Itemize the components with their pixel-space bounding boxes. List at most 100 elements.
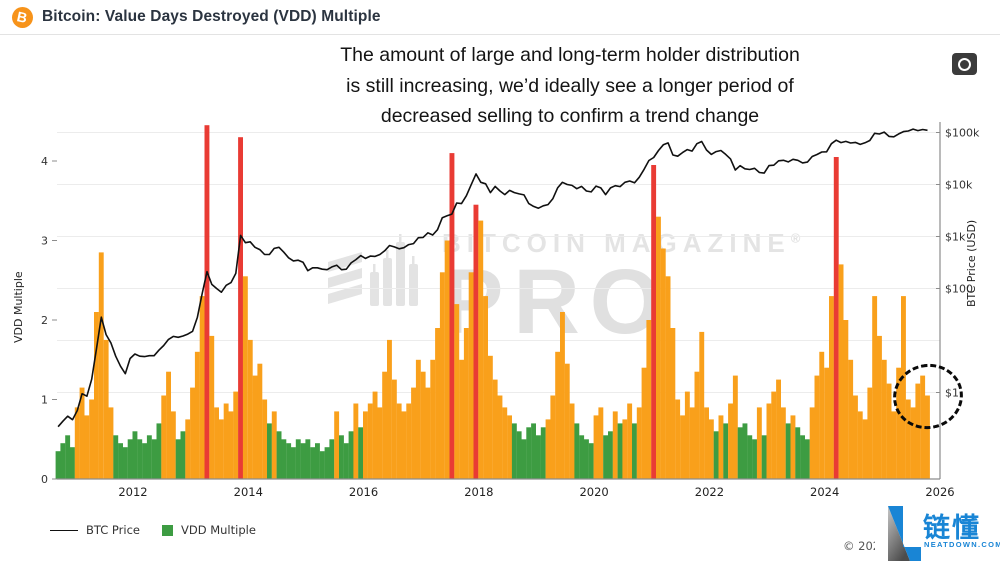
- vdd-bar: [454, 304, 460, 479]
- vdd-bar: [848, 359, 854, 480]
- vdd-bar: [756, 407, 762, 479]
- btc-price-line: [57, 128, 928, 428]
- vdd-bar: [516, 431, 522, 479]
- vdd-bar: [920, 375, 926, 479]
- vdd-bar: [262, 399, 268, 479]
- vdd-bar: [867, 387, 873, 479]
- vdd-bar: [113, 435, 119, 479]
- vdd-bar: [800, 435, 805, 479]
- price-tick-label: $1: [945, 387, 959, 400]
- price-tick-label: $100: [945, 283, 973, 296]
- vdd-bar: [430, 359, 436, 480]
- vdd-bar: [502, 407, 508, 479]
- annotation-line: is still increasing, we’d ideally see a …: [346, 74, 794, 97]
- vdd-bar: [291, 447, 296, 479]
- vdd-axis-ticks: 0 1 2 3 4: [41, 155, 57, 486]
- vdd-bar: [463, 328, 469, 479]
- vdd-bar: [641, 367, 647, 479]
- vdd-bar: [377, 407, 383, 479]
- vdd-bar: [483, 296, 488, 479]
- vdd-bar: [526, 427, 532, 479]
- vdd-bar: [531, 423, 536, 479]
- vdd-bar: [372, 391, 378, 479]
- vdd-bar: [242, 276, 248, 479]
- vdd-bar: [142, 443, 147, 479]
- vdd-bar: [137, 439, 143, 480]
- brand-logo: 链懂 NEATDOWN.COM: [875, 504, 1000, 563]
- year-tick-label: 2016: [349, 485, 378, 499]
- vdd-bar: [367, 403, 373, 479]
- vdd-bar: [118, 443, 123, 479]
- vdd-bar: [411, 387, 416, 479]
- vdd-bar: [742, 423, 748, 479]
- vdd-bar: [305, 439, 311, 480]
- vdd-bar: [492, 379, 498, 479]
- vdd-bar: [881, 359, 887, 480]
- vdd-bar: [699, 331, 705, 479]
- vdd-bar: [233, 391, 239, 479]
- vdd-bar: [348, 431, 354, 479]
- annotation-line: decreased selling to confirm a trend cha…: [380, 105, 760, 127]
- vdd-bar: [675, 399, 681, 479]
- vdd-bar: [579, 435, 585, 479]
- vdd-bar: [175, 439, 181, 480]
- vdd-bar: [415, 359, 421, 480]
- vdd-bar: [651, 165, 657, 479]
- vdd-bar: [257, 363, 263, 479]
- vdd-bar: [766, 403, 772, 479]
- camera-icon[interactable]: [952, 53, 977, 75]
- chart-annotation-text: The amount of large and long-term holder…: [170, 40, 970, 132]
- vdd-bar: [132, 431, 138, 479]
- legend-item-vdd-multiple: VDD Multiple: [161, 523, 256, 537]
- vdd-bar: [824, 367, 830, 479]
- vdd-bar: [218, 419, 224, 479]
- line-swatch-icon: [50, 529, 78, 531]
- vdd-bar: [161, 395, 167, 479]
- vdd-bar: [872, 296, 878, 479]
- vdd-bar: [708, 419, 714, 479]
- vdd-bar: [204, 125, 210, 479]
- vdd-bar: [315, 443, 320, 479]
- vdd-bar: [896, 367, 902, 479]
- vdd-bar: [487, 355, 493, 479]
- vdd-bar: [319, 451, 325, 479]
- vdd-bar: [146, 435, 152, 479]
- vdd-bar: [584, 439, 589, 480]
- vdd-bar: [804, 439, 810, 480]
- vdd-bar: [281, 439, 287, 480]
- vdd-bar: [636, 407, 642, 479]
- vdd-bar: [819, 351, 825, 479]
- annotation-line: The amount of large and long-term holder…: [340, 44, 800, 66]
- vdd-bar: [343, 443, 349, 479]
- vdd-bar: [564, 363, 570, 479]
- vdd-bar: [156, 423, 162, 479]
- vdd-bar: [223, 403, 229, 479]
- vdd-bar: [732, 375, 738, 479]
- vdd-bar: [713, 431, 719, 479]
- vdd-bar: [170, 411, 176, 479]
- vdd-bar: [74, 407, 80, 479]
- vdd-bar: [612, 411, 618, 479]
- vdd-bar: [603, 435, 609, 479]
- vdd-bar: [910, 407, 916, 479]
- vdd-bar: [656, 216, 661, 479]
- vdd-bar: [574, 423, 580, 479]
- vdd-bar: [271, 411, 277, 479]
- vdd-bar: [276, 431, 282, 479]
- vdd-bar: [632, 423, 637, 479]
- bitcoin-icon: B: [12, 6, 33, 28]
- vdd-bar: [406, 403, 412, 479]
- square-swatch-icon: [161, 524, 173, 536]
- vdd-bar: [194, 351, 200, 479]
- vdd-bar: [853, 395, 858, 479]
- vdd-bar: [391, 379, 397, 479]
- vdd-bar: [353, 403, 359, 479]
- vdd-bar: [79, 387, 85, 479]
- page-title: Bitcoin: Value Days Destroyed (VDD) Mult…: [42, 8, 381, 25]
- vdd-bar: [295, 439, 301, 480]
- vdd-bar: [180, 431, 186, 479]
- legend-label: VDD Multiple: [180, 523, 256, 537]
- vdd-bar: [286, 443, 292, 479]
